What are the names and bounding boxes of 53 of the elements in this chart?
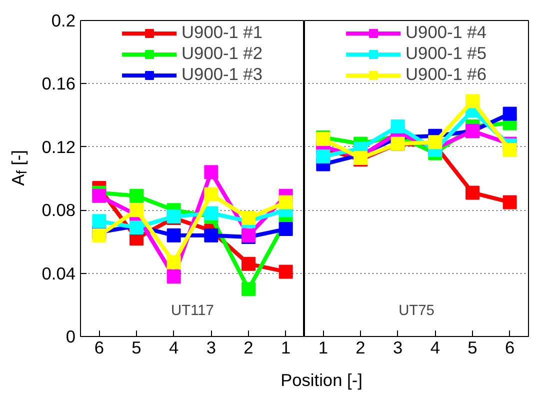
point (242, 211, 256, 225)
legend-label: U900-1 #1 (182, 22, 262, 43)
legend-label: U900-1 #4 (406, 22, 486, 43)
point (502, 143, 517, 158)
annotation: UT75 (398, 303, 434, 320)
x-tick-label: 3 (206, 338, 216, 358)
point (278, 222, 293, 236)
legend-label: U900-1 #6 (406, 64, 486, 85)
point (242, 256, 256, 271)
point (204, 206, 218, 220)
point (92, 214, 106, 228)
point (130, 203, 144, 218)
x-axis-title: Position [-] (280, 369, 362, 392)
x-tick-label: 4 (430, 338, 440, 358)
x-tick-label: 6 (505, 338, 515, 358)
point (92, 188, 106, 203)
point (166, 269, 181, 284)
point (466, 186, 480, 200)
point (316, 149, 330, 164)
x-tick-label: 5 (468, 338, 478, 358)
legend-label: U900-1 #5 (406, 43, 486, 64)
y-tick-label: 0.04 (42, 263, 76, 284)
point (502, 106, 517, 121)
x-tick-label: 1 (281, 338, 291, 358)
legend-label: U900-1 #3 (182, 64, 262, 85)
point (278, 195, 293, 210)
x-tick-label: 2 (356, 338, 366, 358)
point (278, 264, 293, 279)
x-tick-label: 1 (318, 338, 328, 358)
point (502, 195, 517, 210)
point (242, 282, 256, 296)
point (130, 188, 144, 203)
point (428, 135, 442, 150)
legend-label: U900-1 #2 (182, 43, 262, 64)
annotation: UT117 (171, 303, 214, 320)
point (204, 228, 218, 242)
x-tick-label: 4 (169, 338, 180, 358)
y-tick-label: 0.08 (42, 200, 76, 220)
point (204, 187, 218, 202)
point (92, 228, 106, 242)
y-tick-label: 0.12 (42, 136, 76, 157)
x-tick-label: 6 (94, 338, 104, 358)
x-tick-label: 3 (393, 338, 403, 358)
point (166, 228, 181, 242)
point (204, 165, 218, 180)
point (390, 119, 405, 134)
y-tick-label: 0 (66, 326, 76, 346)
y-tick-label: 0.2 (51, 10, 76, 30)
x-tick-label: 2 (244, 338, 254, 358)
x-tick-label: 5 (132, 338, 142, 358)
point (166, 255, 181, 270)
point (466, 94, 480, 108)
y-tick-label: 0.16 (42, 74, 76, 94)
